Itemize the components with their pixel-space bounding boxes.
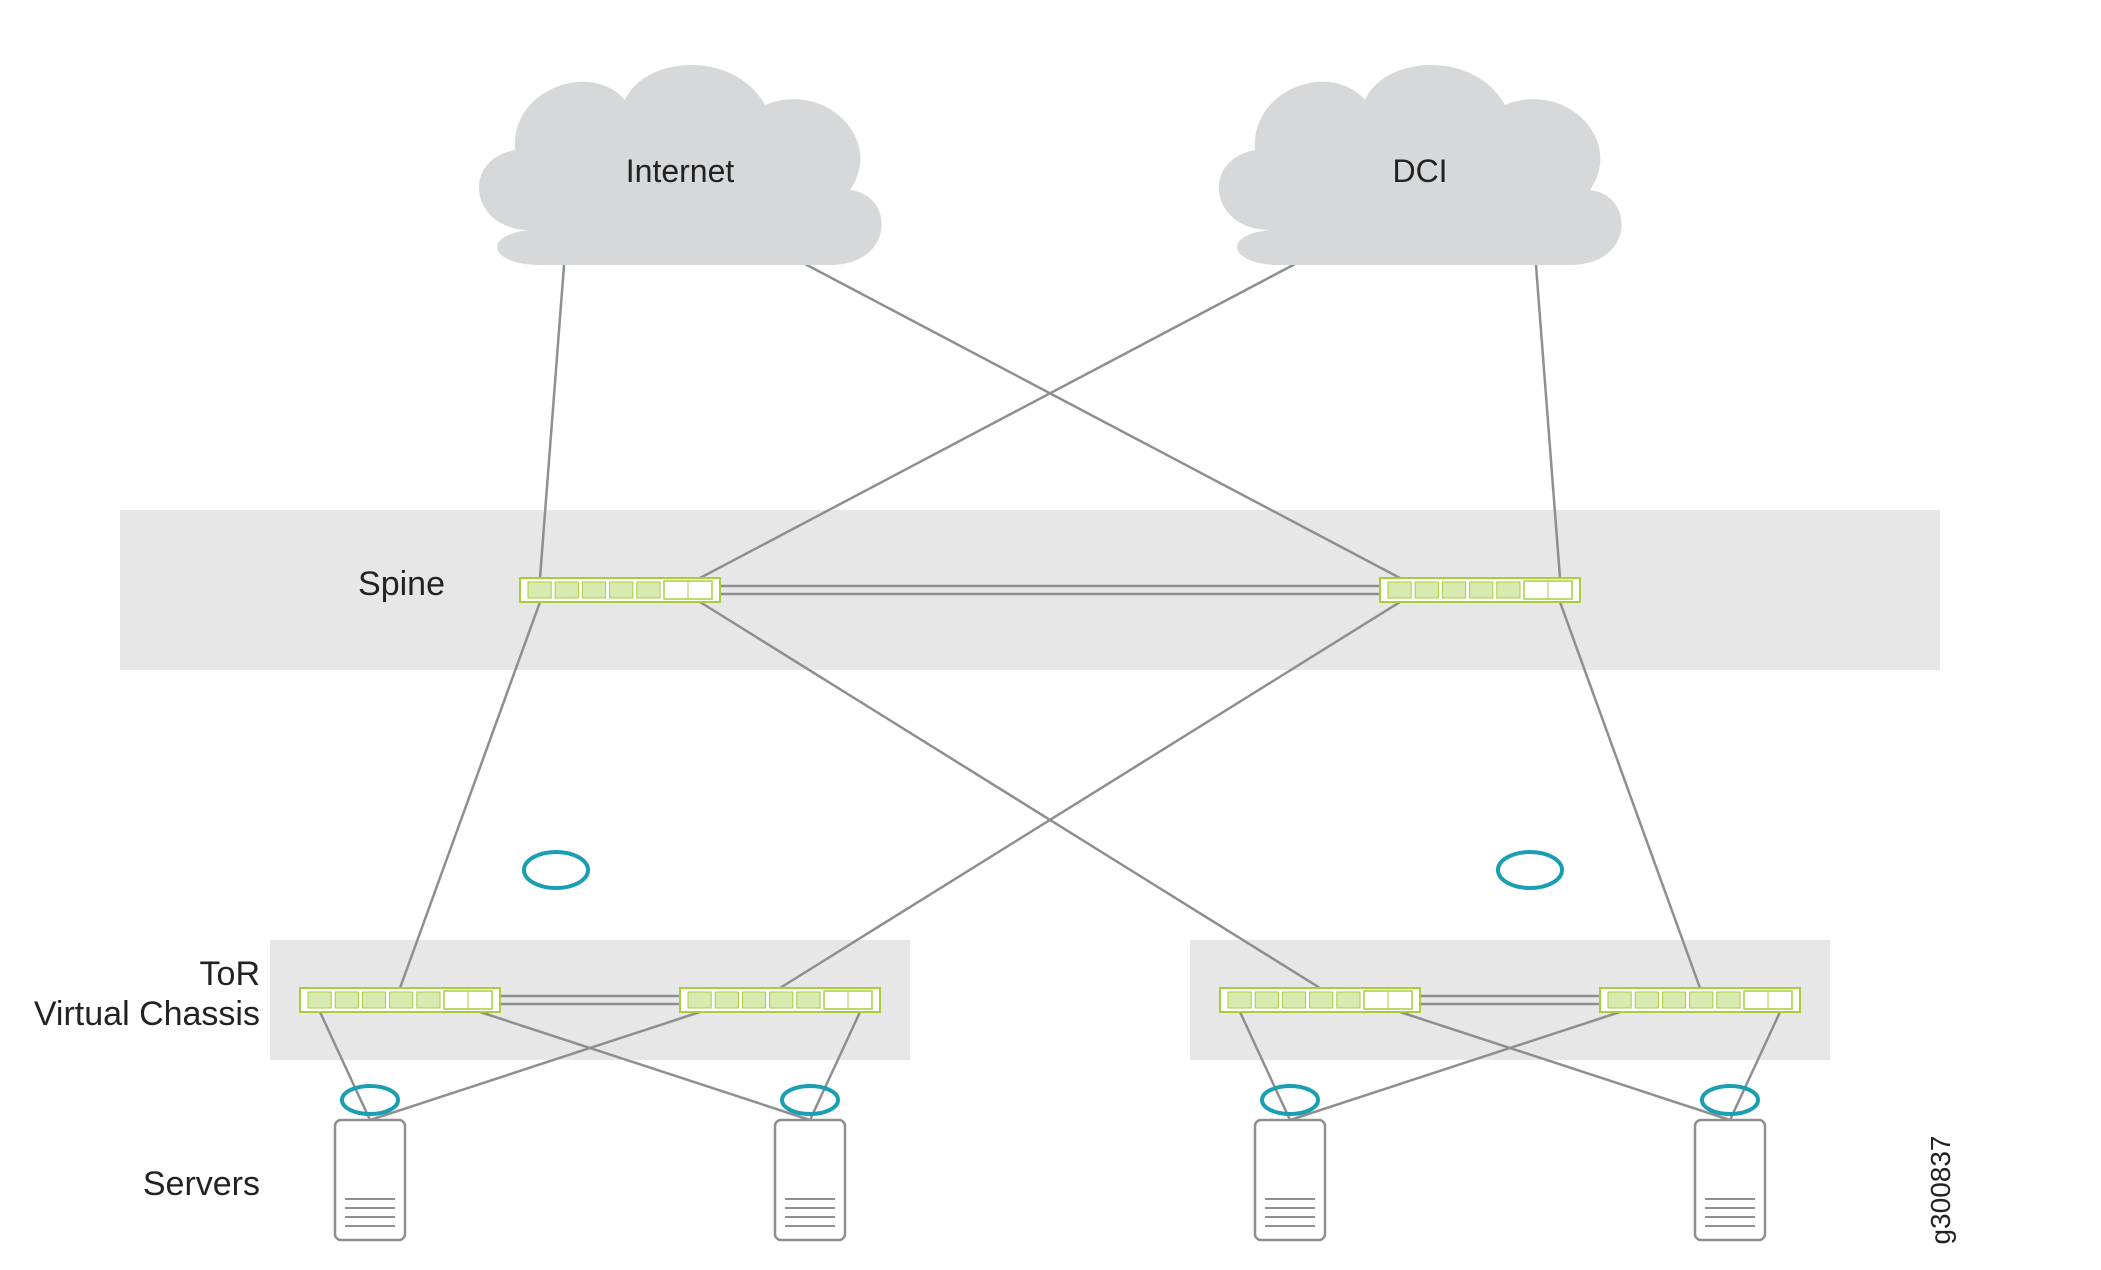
switch-icon xyxy=(680,988,880,1012)
row-label: ToR xyxy=(200,955,260,993)
switch-icon xyxy=(1380,578,1580,602)
server-icon xyxy=(1255,1120,1325,1240)
row-label: Servers xyxy=(143,1165,260,1203)
switch-icon xyxy=(520,578,720,602)
cloud-label: Internet xyxy=(626,153,735,189)
server-icon xyxy=(1695,1120,1765,1240)
server-icon xyxy=(775,1120,845,1240)
switch-icon xyxy=(300,988,500,1012)
server-icon xyxy=(335,1120,405,1240)
switch-icon xyxy=(1220,988,1420,1012)
cloud-label: DCI xyxy=(1392,153,1447,189)
row-label: Spine xyxy=(358,565,445,603)
switch-icon xyxy=(1600,988,1800,1012)
row-label: Virtual Chassis xyxy=(34,995,260,1033)
image-id: g300837 xyxy=(1925,1135,1956,1244)
